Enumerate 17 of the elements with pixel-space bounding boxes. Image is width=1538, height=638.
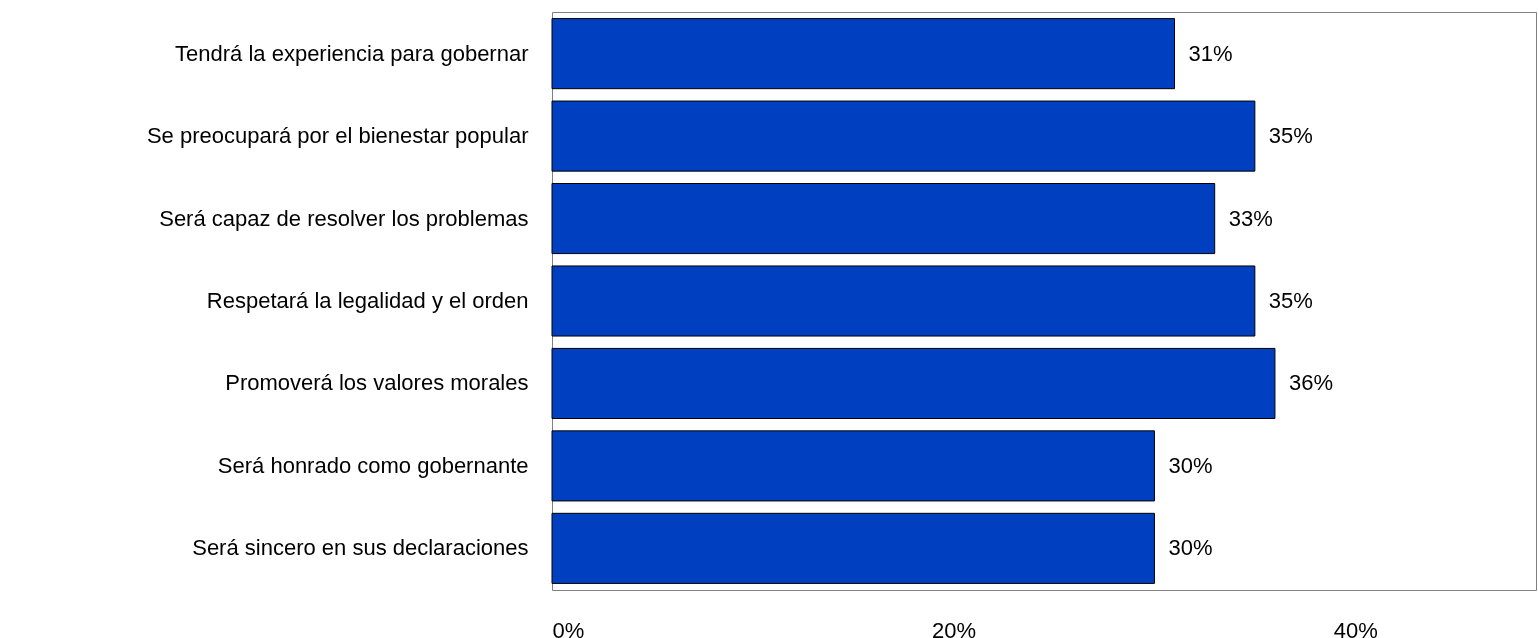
- x-tick-label: 40%: [1333, 617, 1378, 638]
- data-label: 33%: [1228, 205, 1273, 231]
- data-label: 35%: [1268, 123, 1313, 149]
- y-tick-label: Se preocupará por el bienestar popular: [146, 123, 529, 149]
- x-tick-label: 20%: [932, 617, 977, 638]
- data-label: 36%: [1288, 370, 1333, 396]
- data-label: 35%: [1268, 288, 1313, 313]
- x-tick-label: 0%: [552, 617, 585, 638]
- data-label: 30%: [1168, 452, 1213, 478]
- data-label: 31%: [1188, 40, 1233, 66]
- y-tick-label: Será capaz de resolver los problemas: [159, 205, 529, 231]
- y-tick-label: Respetará la legalidad y el orden: [206, 288, 529, 313]
- y-tick-label: Tendrá la experiencia para gobernar: [175, 40, 529, 66]
- data-label: 30%: [1168, 535, 1213, 561]
- y-tick-label: Promoverá los valores morales: [225, 370, 529, 396]
- y-tick-label: Será sincero en sus declaraciones: [192, 535, 529, 561]
- y-tick-label: Será honrado como gobernante: [217, 452, 529, 478]
